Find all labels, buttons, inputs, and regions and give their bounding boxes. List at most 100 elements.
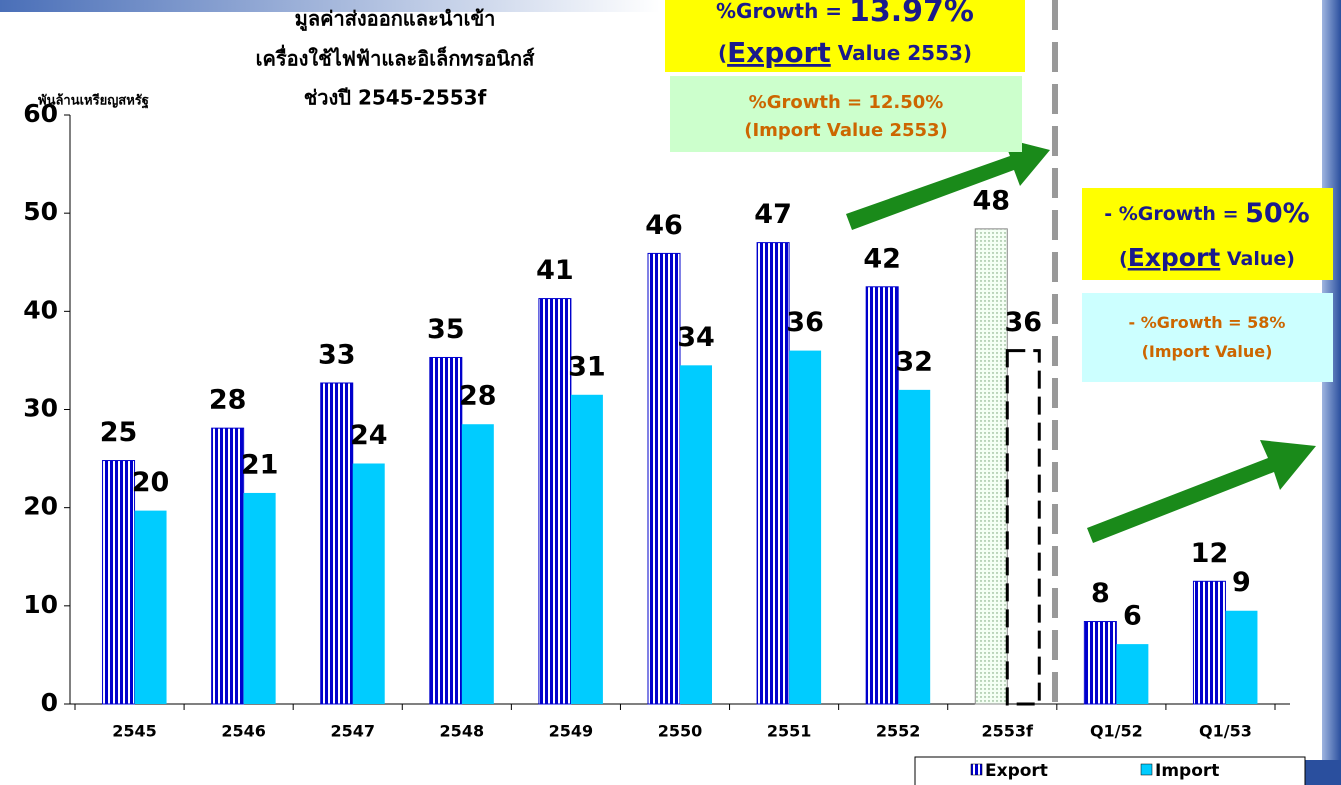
frame-band (0, 0, 660, 12)
annotation-part: Value) (1220, 248, 1295, 270)
data-label: 20 (132, 467, 170, 498)
data-label: 41 (536, 255, 574, 286)
data-label: 25 (100, 417, 138, 448)
annotation-text: - %Growth = 58% (1129, 313, 1286, 332)
title-line: ช่วงปี 2545-2553f (304, 86, 487, 110)
annotation-part: %Growth = (716, 0, 849, 23)
data-label: 28 (209, 385, 247, 416)
annotation-part: (Import Value 2553) (744, 120, 948, 141)
data-label: 9 (1232, 567, 1251, 598)
frame-corner (1300, 760, 1341, 785)
data-label: 8 (1091, 578, 1110, 609)
title-line: มูลค่าส่งออกและนำเข้า (295, 7, 496, 33)
data-label: 47 (754, 199, 792, 230)
annotation-part: %Growth = 12.50% (749, 92, 944, 113)
x-tick-label: 2552 (876, 722, 921, 741)
y-tick-label: 60 (23, 99, 58, 128)
bar (538, 298, 572, 705)
bar (680, 365, 712, 704)
data-label: 32 (895, 346, 933, 377)
data-label: 28 (459, 381, 497, 412)
annotation-part: Value 2553) (831, 41, 972, 65)
y-axis-label: พันล้านเหรียญสหรัฐ (38, 93, 149, 110)
data-label: 34 (677, 322, 715, 353)
data-label: 6 (1123, 601, 1142, 632)
bar (243, 492, 276, 704)
bar (429, 356, 463, 705)
x-tick-label: 2553f (982, 722, 1035, 741)
bar (1225, 610, 1258, 704)
data-label: 21 (241, 449, 279, 480)
annotation-text: - %Growth = 50% (1104, 198, 1310, 229)
bar (102, 460, 136, 705)
y-tick-label: 10 (23, 590, 58, 619)
x-tick-label: 2550 (658, 722, 703, 741)
frame-band (1322, 0, 1341, 785)
data-label: 46 (645, 210, 683, 241)
y-tick-label: 20 (23, 492, 58, 521)
data-label: 42 (863, 243, 901, 274)
arrow (1087, 440, 1316, 543)
data-label: 12 (1191, 538, 1229, 569)
x-tick-label: 2545 (112, 722, 157, 741)
annotation-part: 50% (1245, 198, 1310, 229)
y-tick-label: 0 (41, 688, 58, 717)
bar (570, 394, 603, 704)
data-label: 48 (972, 185, 1010, 216)
data-label: 35 (427, 314, 465, 345)
y-tick-label: 30 (23, 394, 58, 423)
legend-label: Import (1155, 761, 1219, 781)
x-tick-label: Q1/53 (1199, 722, 1252, 741)
bar (756, 242, 790, 705)
annotation: - %Growth = 58% (Import Value) (1082, 293, 1333, 382)
legend-label: Export (985, 761, 1048, 781)
annotation-part: Export (727, 36, 831, 69)
data-label: 31 (568, 351, 606, 382)
annotation-text: (Import Value 2553) (744, 120, 948, 141)
data-label: 36 (1004, 307, 1042, 338)
annotation-text: (Export Value) (1119, 243, 1295, 272)
bar (1005, 349, 1041, 706)
annotation-part: 13.97% (849, 0, 974, 29)
bar (1192, 580, 1226, 705)
bar (898, 389, 931, 704)
annotation: %Growth = 12.50% (Import Value 2553) (670, 76, 1022, 152)
x-tick-label: Q1/52 (1090, 722, 1143, 741)
x-tick-label: 2551 (767, 722, 812, 741)
annotation-box (665, 0, 1025, 72)
data-label: 36 (786, 307, 824, 338)
bar (865, 286, 899, 705)
annotation-box (1082, 293, 1333, 382)
legend-swatch (1140, 763, 1153, 776)
annotation: %Growth = 13.97% (Export Value 2553) (665, 0, 1025, 72)
annotation-text: (Import Value) (1142, 342, 1273, 361)
x-tick-label: 2548 (440, 722, 485, 741)
bar (211, 427, 245, 705)
legend-swatch (970, 763, 983, 776)
bar (320, 382, 354, 705)
bar (974, 228, 1008, 705)
annotation-text: %Growth = 12.50% (749, 92, 944, 113)
data-label: 24 (350, 420, 388, 451)
title-line: เครื่องใช้ไฟฟ้าและอิเล็กทรอนิกส์ (256, 44, 536, 71)
annotation-part: ( (718, 41, 727, 65)
y-tick-label: 50 (23, 197, 58, 226)
bar (134, 510, 167, 704)
x-tick-label: 2549 (549, 722, 594, 741)
annotation-text: (Export Value 2553) (718, 36, 972, 69)
arrow (846, 138, 1050, 230)
chart-title: มูลค่าส่งออกและนำเข้า เครื่องใช้ไฟฟ้าและ… (256, 7, 536, 110)
bar (352, 463, 385, 704)
annotation-part: (Import Value) (1142, 342, 1273, 361)
y-tick-label: 40 (23, 295, 58, 324)
data-label: 33 (318, 339, 356, 370)
annotation-box (670, 76, 1022, 152)
annotation-box (1082, 188, 1333, 280)
annotation-part: Export (1128, 243, 1221, 272)
x-tick-label: 2547 (330, 722, 375, 741)
annotation-part: - %Growth = 58% (1129, 313, 1286, 332)
annotation: - %Growth = 50% (Export Value) (1082, 188, 1333, 280)
x-tick-label: 2546 (221, 722, 266, 741)
bar (461, 424, 494, 704)
